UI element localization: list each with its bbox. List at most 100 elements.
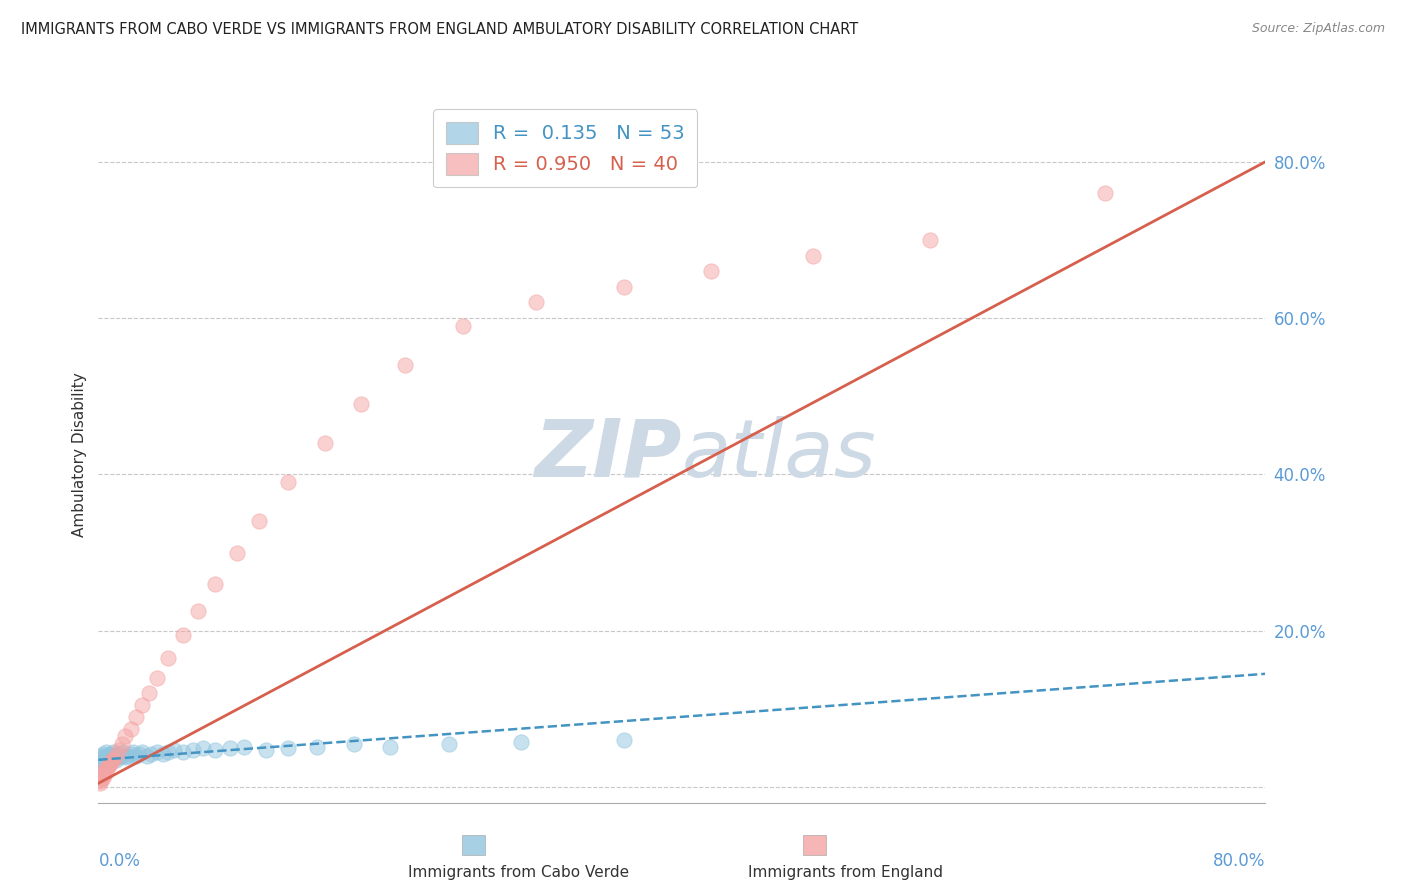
Text: Source: ZipAtlas.com: Source: ZipAtlas.com bbox=[1251, 22, 1385, 36]
Point bbox=[90, 772, 112, 787]
Point bbox=[89, 776, 111, 790]
Y-axis label: Ambulatory Disability: Ambulatory Disability bbox=[72, 373, 87, 537]
Text: IMMIGRANTS FROM CABO VERDE VS IMMIGRANTS FROM ENGLAND AMBULATORY DISABILITY CORR: IMMIGRANTS FROM CABO VERDE VS IMMIGRANTS… bbox=[21, 22, 858, 37]
Point bbox=[247, 514, 270, 528]
Point bbox=[90, 748, 112, 763]
Point bbox=[172, 628, 194, 642]
Point bbox=[105, 748, 128, 763]
Point bbox=[101, 745, 124, 759]
Point bbox=[108, 750, 131, 764]
Point bbox=[139, 747, 162, 762]
Point bbox=[94, 764, 117, 779]
Point bbox=[104, 747, 127, 762]
Point bbox=[89, 753, 111, 767]
Point bbox=[125, 710, 148, 724]
Point bbox=[193, 741, 215, 756]
Text: ZIP: ZIP bbox=[534, 416, 682, 494]
Point bbox=[110, 747, 132, 762]
Point bbox=[100, 753, 122, 767]
Point bbox=[96, 748, 118, 763]
Point bbox=[152, 747, 174, 762]
Point bbox=[163, 742, 186, 756]
Point bbox=[233, 739, 256, 754]
Point bbox=[97, 756, 120, 771]
Point bbox=[90, 768, 112, 782]
Point bbox=[96, 753, 118, 767]
Point bbox=[394, 358, 416, 372]
Point bbox=[226, 546, 249, 560]
Point bbox=[181, 742, 204, 756]
Point bbox=[91, 771, 114, 785]
Point bbox=[94, 755, 117, 769]
Point bbox=[98, 753, 121, 767]
Point bbox=[146, 745, 169, 759]
Point bbox=[103, 748, 125, 763]
Point bbox=[801, 249, 824, 263]
Text: 0.0%: 0.0% bbox=[98, 852, 141, 870]
Point bbox=[97, 758, 120, 772]
Point bbox=[157, 651, 180, 665]
Point bbox=[451, 318, 474, 333]
Point bbox=[91, 756, 114, 771]
Point bbox=[131, 698, 153, 712]
Text: Immigrants from Cabo Verde: Immigrants from Cabo Verde bbox=[408, 865, 628, 880]
Point bbox=[314, 436, 336, 450]
Point bbox=[93, 750, 115, 764]
Point bbox=[93, 768, 115, 782]
Point bbox=[100, 748, 122, 763]
Point bbox=[172, 745, 194, 759]
Point bbox=[254, 742, 277, 756]
Point bbox=[1094, 186, 1116, 200]
Point bbox=[146, 671, 169, 685]
Point bbox=[98, 747, 121, 762]
Point bbox=[120, 722, 142, 736]
Point bbox=[125, 748, 148, 763]
Point bbox=[98, 756, 121, 771]
Point bbox=[89, 773, 111, 788]
Point bbox=[128, 747, 150, 762]
Point bbox=[114, 730, 136, 744]
Point bbox=[277, 741, 299, 756]
Point bbox=[307, 739, 329, 754]
Point bbox=[277, 475, 299, 490]
Point bbox=[104, 753, 127, 767]
Point bbox=[120, 747, 142, 762]
Point bbox=[112, 745, 135, 759]
Point bbox=[437, 737, 460, 751]
Point bbox=[93, 763, 115, 777]
Point bbox=[101, 753, 124, 767]
Point bbox=[378, 739, 402, 754]
Point bbox=[104, 748, 127, 763]
Text: Immigrants from England: Immigrants from England bbox=[748, 865, 943, 880]
Point bbox=[96, 761, 118, 775]
Point bbox=[94, 745, 117, 759]
Legend: R =  0.135   N = 53, R = 0.950   N = 40: R = 0.135 N = 53, R = 0.950 N = 40 bbox=[433, 109, 697, 187]
Point bbox=[524, 295, 547, 310]
Point bbox=[510, 735, 533, 749]
Point bbox=[91, 766, 114, 780]
Point bbox=[111, 737, 134, 751]
Point bbox=[157, 745, 180, 759]
Point bbox=[187, 604, 209, 618]
Point bbox=[114, 750, 136, 764]
Point bbox=[122, 745, 145, 759]
Point bbox=[138, 686, 160, 700]
Point bbox=[204, 742, 226, 756]
Point bbox=[108, 742, 131, 756]
Point bbox=[117, 748, 139, 763]
Point bbox=[204, 577, 226, 591]
Point bbox=[612, 733, 634, 747]
Point bbox=[131, 745, 153, 759]
Text: atlas: atlas bbox=[682, 416, 877, 494]
Point bbox=[90, 761, 112, 775]
Point bbox=[111, 748, 134, 763]
Point bbox=[343, 737, 366, 751]
Point bbox=[612, 280, 634, 294]
Point bbox=[97, 750, 120, 764]
Point bbox=[93, 758, 115, 772]
Point bbox=[135, 748, 157, 763]
Point bbox=[918, 233, 941, 247]
Point bbox=[91, 747, 114, 762]
Point bbox=[101, 750, 124, 764]
Text: 80.0%: 80.0% bbox=[1213, 852, 1265, 870]
